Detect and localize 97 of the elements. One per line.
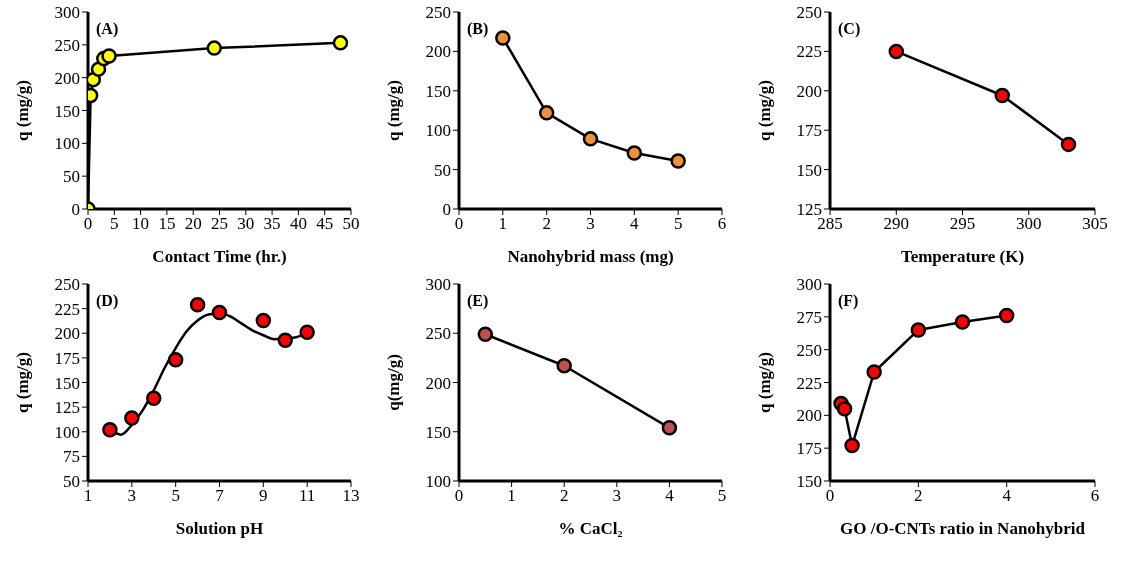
y-tick-label: 200 <box>54 68 80 88</box>
y-axis-title: q (mg/g) <box>13 352 33 413</box>
x-tick-label: 5 <box>717 486 727 506</box>
y-tick-label: 50 <box>63 167 80 187</box>
x-tick-label: 5 <box>171 486 180 506</box>
y-tick-label: 225 <box>54 299 80 319</box>
y-tick-label: 100 <box>54 422 80 442</box>
y-tick-label: 0 <box>71 200 80 220</box>
y-axis-title: q (mg/g) <box>755 80 775 141</box>
y-tick-label: 275 <box>796 307 822 327</box>
x-tick-label: 11 <box>298 486 316 506</box>
x-tick-label: 305 <box>1082 214 1108 234</box>
x-tick-label: 13 <box>342 486 360 506</box>
x-tick-label: 35 <box>263 214 281 234</box>
y-axis-title: q (mg/g) <box>13 80 33 141</box>
y-tick-label: 200 <box>796 81 822 101</box>
annotation: (E) <box>467 292 489 310</box>
x-tick-label: 25 <box>211 214 228 234</box>
x-tick-label: 4 <box>665 486 675 506</box>
y-tick-label: 150 <box>796 472 822 492</box>
y-tick-label: 125 <box>54 398 80 418</box>
x-tick-label: 4 <box>630 214 640 234</box>
y-tick-label: 100 <box>425 472 451 492</box>
x-axis-title: Temperature (K) <box>900 247 1025 266</box>
y-tick-label: 250 <box>425 324 451 344</box>
x-tick-label: 285 <box>817 214 843 234</box>
annotation: (C) <box>838 20 861 38</box>
y-tick-label: 100 <box>54 134 80 154</box>
x-tick-label: 3 <box>612 486 622 506</box>
y-tick-label: 250 <box>796 340 822 360</box>
x-tick-label: 2 <box>542 214 551 234</box>
x-tick-label: 2 <box>559 486 569 506</box>
annotation: (B) <box>467 20 489 38</box>
y-tick-label: 175 <box>796 439 822 459</box>
x-tick-label: 6 <box>1090 486 1100 506</box>
y-tick-label: 50 <box>63 472 80 492</box>
y-tick-label: 300 <box>425 275 451 295</box>
y-tick-label: 50 <box>434 160 451 180</box>
y-tick-label: 200 <box>425 42 451 62</box>
x-tick-label: 50 <box>342 214 360 234</box>
y-tick-label: 200 <box>54 324 80 344</box>
x-tick-label: 9 <box>259 486 268 506</box>
y-tick-label: 100 <box>425 121 451 141</box>
x-tick-label: 0 <box>825 486 835 506</box>
x-tick-label: 3 <box>586 214 595 234</box>
x-axis-title: Contact Time (hr.) <box>152 247 287 266</box>
y-tick-label: 300 <box>54 3 80 23</box>
y-tick-label: 150 <box>54 373 80 393</box>
x-tick-label: 1 <box>507 486 516 506</box>
y-tick-label: 250 <box>796 3 822 23</box>
y-tick-label: 250 <box>54 275 80 295</box>
y-tick-label: 250 <box>425 3 451 23</box>
annotation: (A) <box>96 20 119 38</box>
x-tick-label: 1 <box>83 486 93 506</box>
x-axis-title: Solution pH <box>175 519 264 538</box>
annotation: (F) <box>838 292 859 310</box>
x-axis-title: GO /O-CNTs ratio in Nanohybrid <box>840 519 1086 538</box>
y-tick-label: 175 <box>796 121 822 141</box>
x-tick-label: 10 <box>132 214 150 234</box>
y-tick-label: 150 <box>796 160 822 180</box>
y-tick-label: 150 <box>425 422 451 442</box>
x-tick-label: 40 <box>289 214 307 234</box>
y-tick-label: 300 <box>796 275 822 295</box>
x-tick-label: 20 <box>184 214 202 234</box>
x-axis-title: Nanohybrid mass (mg) <box>507 247 674 266</box>
y-tick-label: 225 <box>796 42 822 62</box>
x-tick-label: 0 <box>454 486 464 506</box>
x-tick-label: 4 <box>1002 486 1012 506</box>
x-tick-label: 5 <box>110 214 119 234</box>
y-axis-title: q (mg/g) <box>384 80 404 141</box>
x-tick-label: 1 <box>498 214 508 234</box>
x-tick-label: 6 <box>717 214 727 234</box>
x-tick-label: 3 <box>127 486 137 506</box>
y-tick-label: 200 <box>796 406 822 426</box>
y-tick-label: 250 <box>54 35 80 55</box>
x-tick-label: 45 <box>316 214 334 234</box>
x-tick-label: 30 <box>237 214 255 234</box>
x-tick-label: 5 <box>673 214 683 234</box>
y-tick-label: 0 <box>442 200 451 220</box>
y-tick-label: 75 <box>63 447 80 467</box>
x-tick-label: 295 <box>949 214 976 234</box>
x-tick-label: 300 <box>1016 214 1042 234</box>
y-axis-title: q (mg/g) <box>755 352 775 413</box>
x-tick-label: 0 <box>83 214 93 234</box>
x-tick-label: 2 <box>914 486 923 506</box>
y-tick-label: 225 <box>796 373 822 393</box>
annotation: (D) <box>96 292 119 310</box>
x-tick-label: 0 <box>454 214 464 234</box>
y-tick-label: 175 <box>54 348 80 368</box>
x-tick-label: 7 <box>215 486 225 506</box>
y-tick-label: 200 <box>425 373 451 393</box>
x-axis-title: % CaCl₂ <box>558 519 623 538</box>
y-tick-label: 150 <box>425 81 451 101</box>
y-tick-label: 150 <box>54 101 80 121</box>
x-tick-label: 290 <box>883 214 909 234</box>
x-tick-label: 15 <box>158 214 176 234</box>
y-axis-title: q(mg/g) <box>384 354 404 411</box>
